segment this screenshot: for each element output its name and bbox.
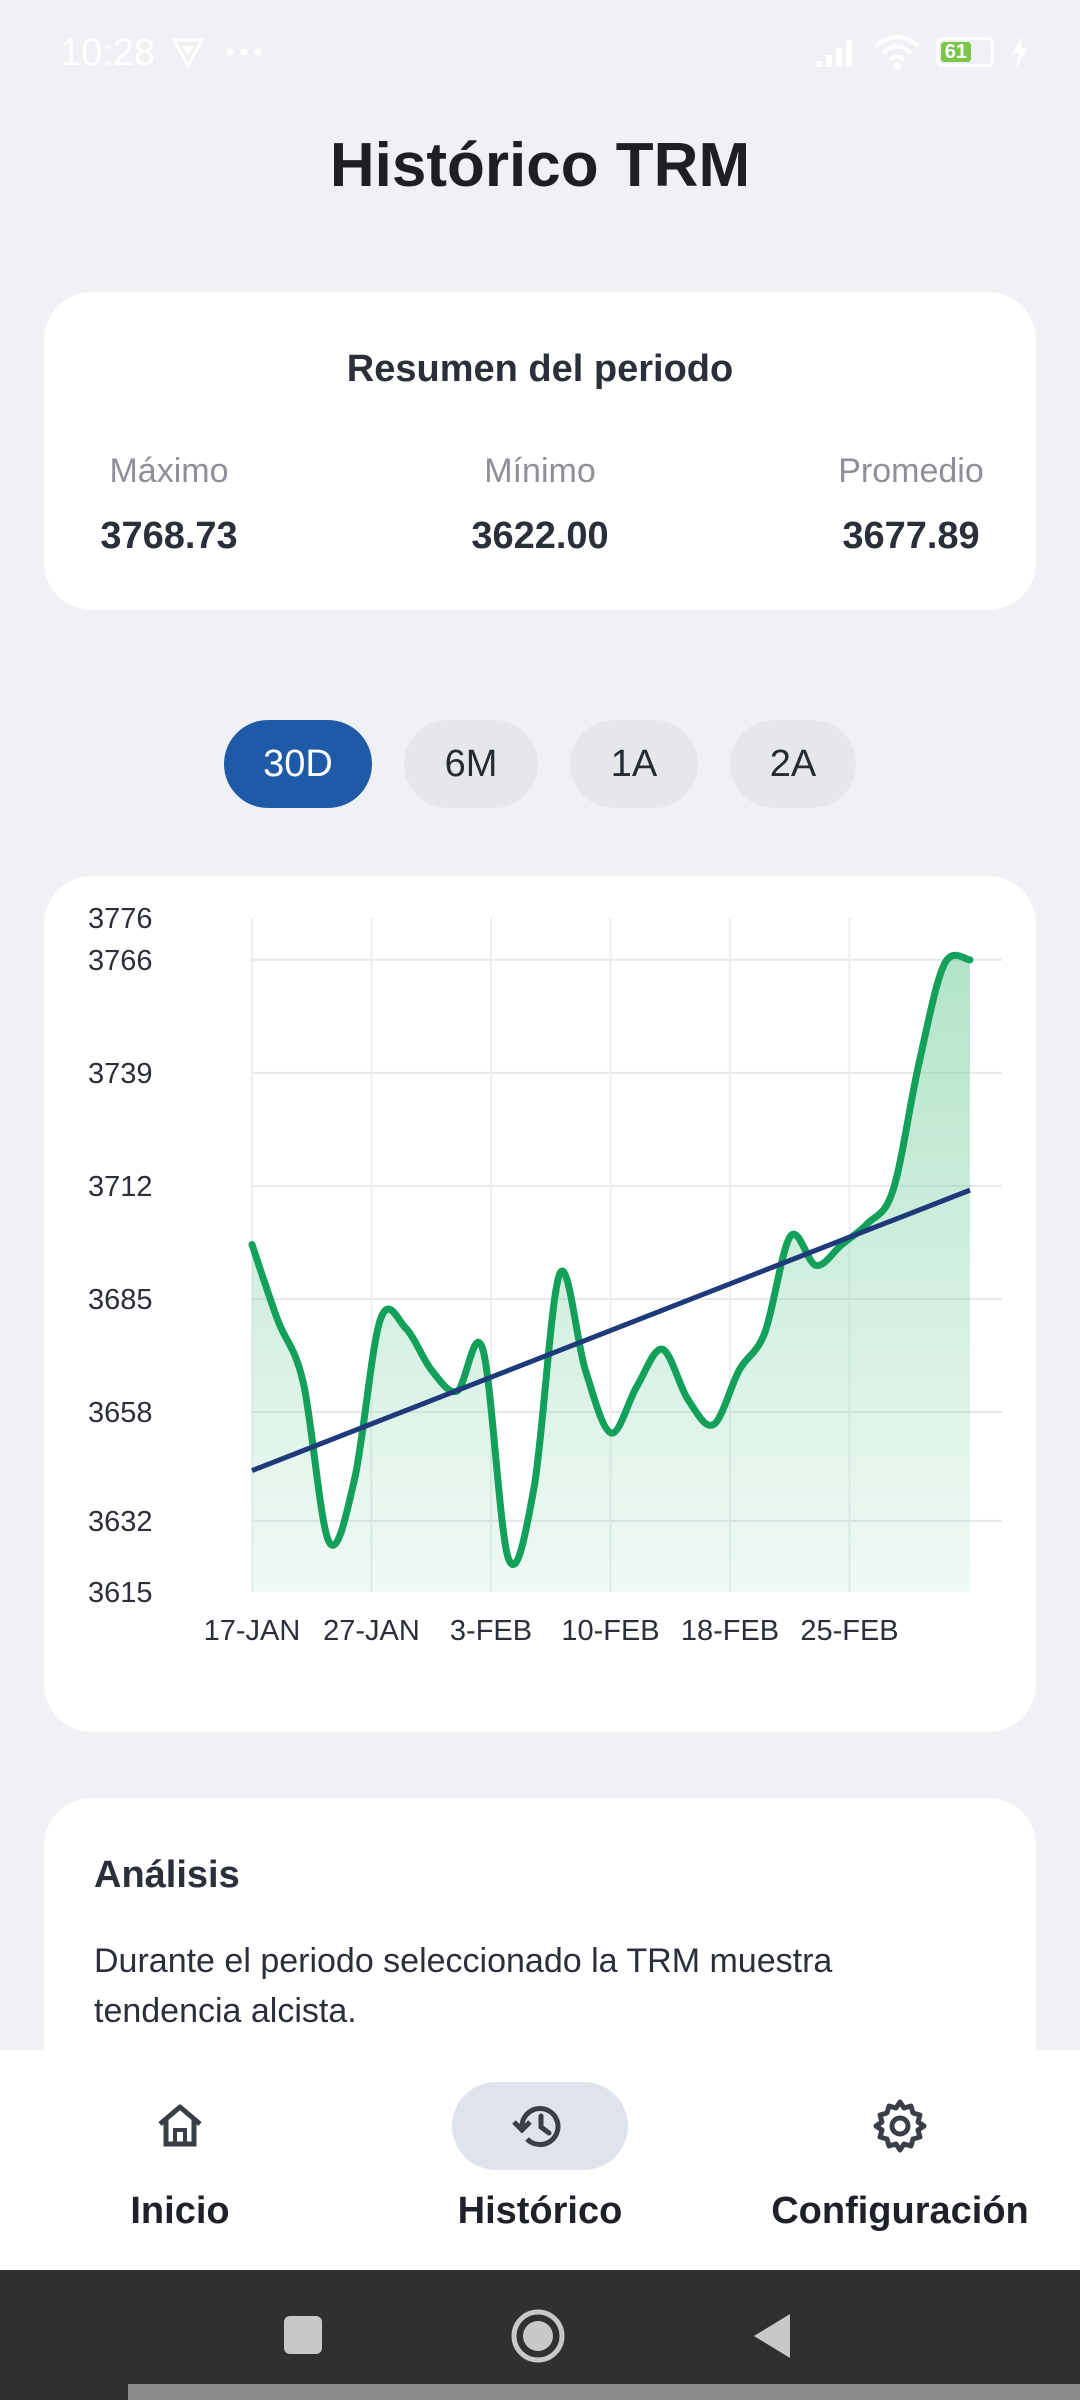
nav-pill-historico[interactable]	[452, 2082, 628, 2170]
x-tick-label: 18-FEB	[681, 1615, 779, 1647]
status-left-icons	[170, 34, 264, 70]
home-icon	[158, 2104, 202, 2147]
stat-max: Máximo 3768.73	[94, 452, 244, 558]
trend-line	[251, 1187, 971, 1473]
x-tick-label: 27-JAN	[323, 1615, 420, 1647]
stat-min-value: 3622.00	[471, 515, 609, 557]
stat-avg-label: Promedio	[838, 452, 984, 490]
trm-line-chart[interactable]: 3776 3766 3739 3712 3685 3658 3632 3615 17-JAN 2…	[44, 876, 1036, 1732]
x-tick-label: 3-FEB	[450, 1615, 532, 1647]
summary-title: Resumen del periodo	[346, 348, 734, 390]
charging-bolt-icon	[1012, 36, 1028, 68]
range-2a-button[interactable]: 2A	[730, 720, 856, 808]
shield-icon	[171, 38, 205, 70]
recent-apps-button[interactable]	[282, 2306, 326, 2366]
nav-label-historico: Histórico	[457, 2190, 623, 2232]
signal-icon	[816, 40, 852, 67]
range-30d-button[interactable]: 30D	[224, 720, 372, 808]
analysis-text: Durante el periodo seleccionado la TRM m…	[94, 1942, 833, 2030]
y-tick-label: 3658	[88, 1397, 153, 1429]
stat-avg: Promedio 3677.89	[836, 452, 986, 558]
stat-avg-value: 3677.89	[842, 515, 980, 557]
stat-max-value: 3768.73	[100, 515, 238, 557]
status-bar: 10:28 61	[0, 0, 1080, 108]
y-tick-label: 3739	[88, 1058, 153, 1090]
nav-label-configuracion: Configuración	[771, 2190, 1029, 2232]
series-area-fill	[252, 955, 970, 1592]
range-6m-button[interactable]: 6M	[404, 720, 538, 808]
summary-card: Resumen del periodo Máximo 3768.73 Mínim…	[44, 292, 1036, 610]
nav-item-historico[interactable]: Histórico	[360, 2082, 720, 2233]
y-tick-label: 3685	[88, 1284, 153, 1316]
nav-label-inicio: Inicio	[130, 2190, 230, 2232]
battery-icon: 61	[936, 37, 994, 67]
system-navigation-bar	[0, 2270, 1080, 2400]
bottom-navigation: Inicio Histórico Configuración	[0, 2050, 1080, 2270]
stat-min-label: Mínimo	[484, 452, 596, 490]
y-tick-label: 3766	[88, 945, 153, 977]
nav-item-configuracion[interactable]: Configuración	[720, 2082, 1080, 2233]
x-tick-label: 10-FEB	[561, 1615, 659, 1647]
history-icon	[512, 2106, 561, 2148]
wifi-icon	[874, 35, 920, 70]
y-tick-label: 3632	[88, 1506, 153, 1538]
stat-max-label: Máximo	[109, 452, 229, 490]
range-selector: 30D 6M 1A 2A	[0, 720, 1080, 810]
battery-level: 61	[941, 42, 971, 62]
nav-item-inicio[interactable]: Inicio	[0, 2082, 360, 2233]
nav-pill-inicio[interactable]	[92, 2082, 268, 2170]
nav-pill-configuracion[interactable]	[812, 2082, 988, 2170]
status-right-icons: 61	[814, 34, 1030, 70]
x-tick-label: 17-JAN	[204, 1615, 301, 1647]
page-title: Histórico TRM	[329, 131, 751, 200]
y-tick-label: 3615	[88, 1577, 153, 1609]
range-1a-button[interactable]: 1A	[570, 720, 698, 808]
gesture-bar	[128, 2384, 1080, 2400]
status-time: 10:28	[60, 32, 156, 74]
back-button[interactable]	[750, 2306, 794, 2366]
chart-card: 3776 3766 3739 3712 3685 3658 3632 3615 17-JAN 2…	[44, 876, 1036, 1732]
x-tick-label: 25-FEB	[800, 1615, 898, 1647]
y-tick-label: 3776	[88, 903, 153, 935]
analysis-title: Análisis	[94, 1854, 240, 1896]
y-tick-label: 3712	[88, 1171, 153, 1203]
stat-min: Mínimo 3622.00	[440, 452, 640, 558]
settings-gear-icon	[873, 2099, 927, 2153]
more-dots-icon	[226, 48, 262, 56]
home-button[interactable]	[508, 2306, 568, 2366]
